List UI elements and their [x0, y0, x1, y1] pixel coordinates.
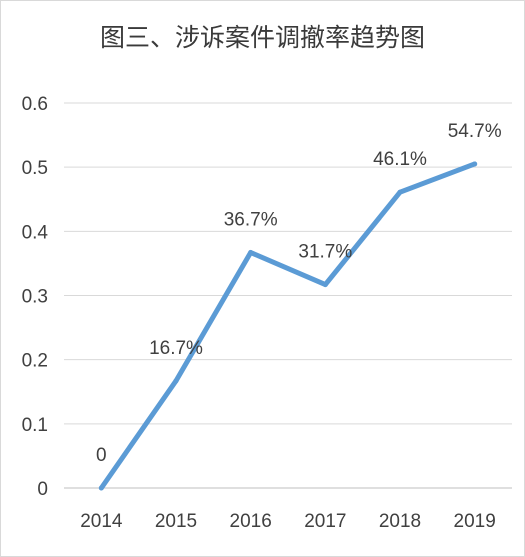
x-tick-label: 2019 — [454, 511, 496, 532]
data-point — [322, 282, 328, 288]
x-tick-label: 2014 — [80, 511, 123, 532]
data-label: 36.7% — [224, 210, 278, 231]
gridlines — [64, 102, 512, 489]
x-tick-label: 2018 — [379, 511, 421, 532]
x-tick-label: 2016 — [230, 511, 272, 532]
series-line — [98, 161, 478, 491]
data-point — [472, 161, 478, 167]
x-tick-label: 2017 — [304, 511, 346, 532]
data-labels: 0 16.7% 36.7% 31.7% 46.1% 54.7% — [96, 121, 502, 466]
y-tick-label: 0.1 — [22, 415, 48, 436]
y-tick-label: 0 — [37, 479, 48, 500]
y-axis-tick-labels: 0 0.1 0.2 0.3 0.4 0.5 0.6 — [22, 94, 49, 500]
data-point — [248, 250, 254, 256]
data-point — [98, 485, 104, 491]
data-point — [397, 189, 403, 195]
chart-title: 图三、涉诉案件调撤率趋势图 — [99, 23, 425, 52]
series-lines — [98, 161, 478, 491]
y-tick-label: 0.3 — [22, 287, 48, 308]
data-point — [173, 378, 179, 384]
data-label: 54.7% — [448, 121, 502, 142]
data-label: 46.1% — [373, 149, 427, 170]
x-axis-tick-labels: 2014 2015 2016 2017 2018 2019 — [80, 511, 496, 532]
x-tick-label: 2015 — [155, 511, 197, 532]
y-tick-label: 0.4 — [22, 222, 49, 243]
data-label: 0 — [96, 445, 107, 466]
data-label: 16.7% — [149, 338, 203, 359]
y-tick-label: 0.6 — [22, 94, 48, 115]
data-label: 31.7% — [298, 242, 352, 263]
y-tick-label: 0.2 — [22, 351, 48, 372]
y-tick-label: 0.5 — [22, 158, 48, 179]
